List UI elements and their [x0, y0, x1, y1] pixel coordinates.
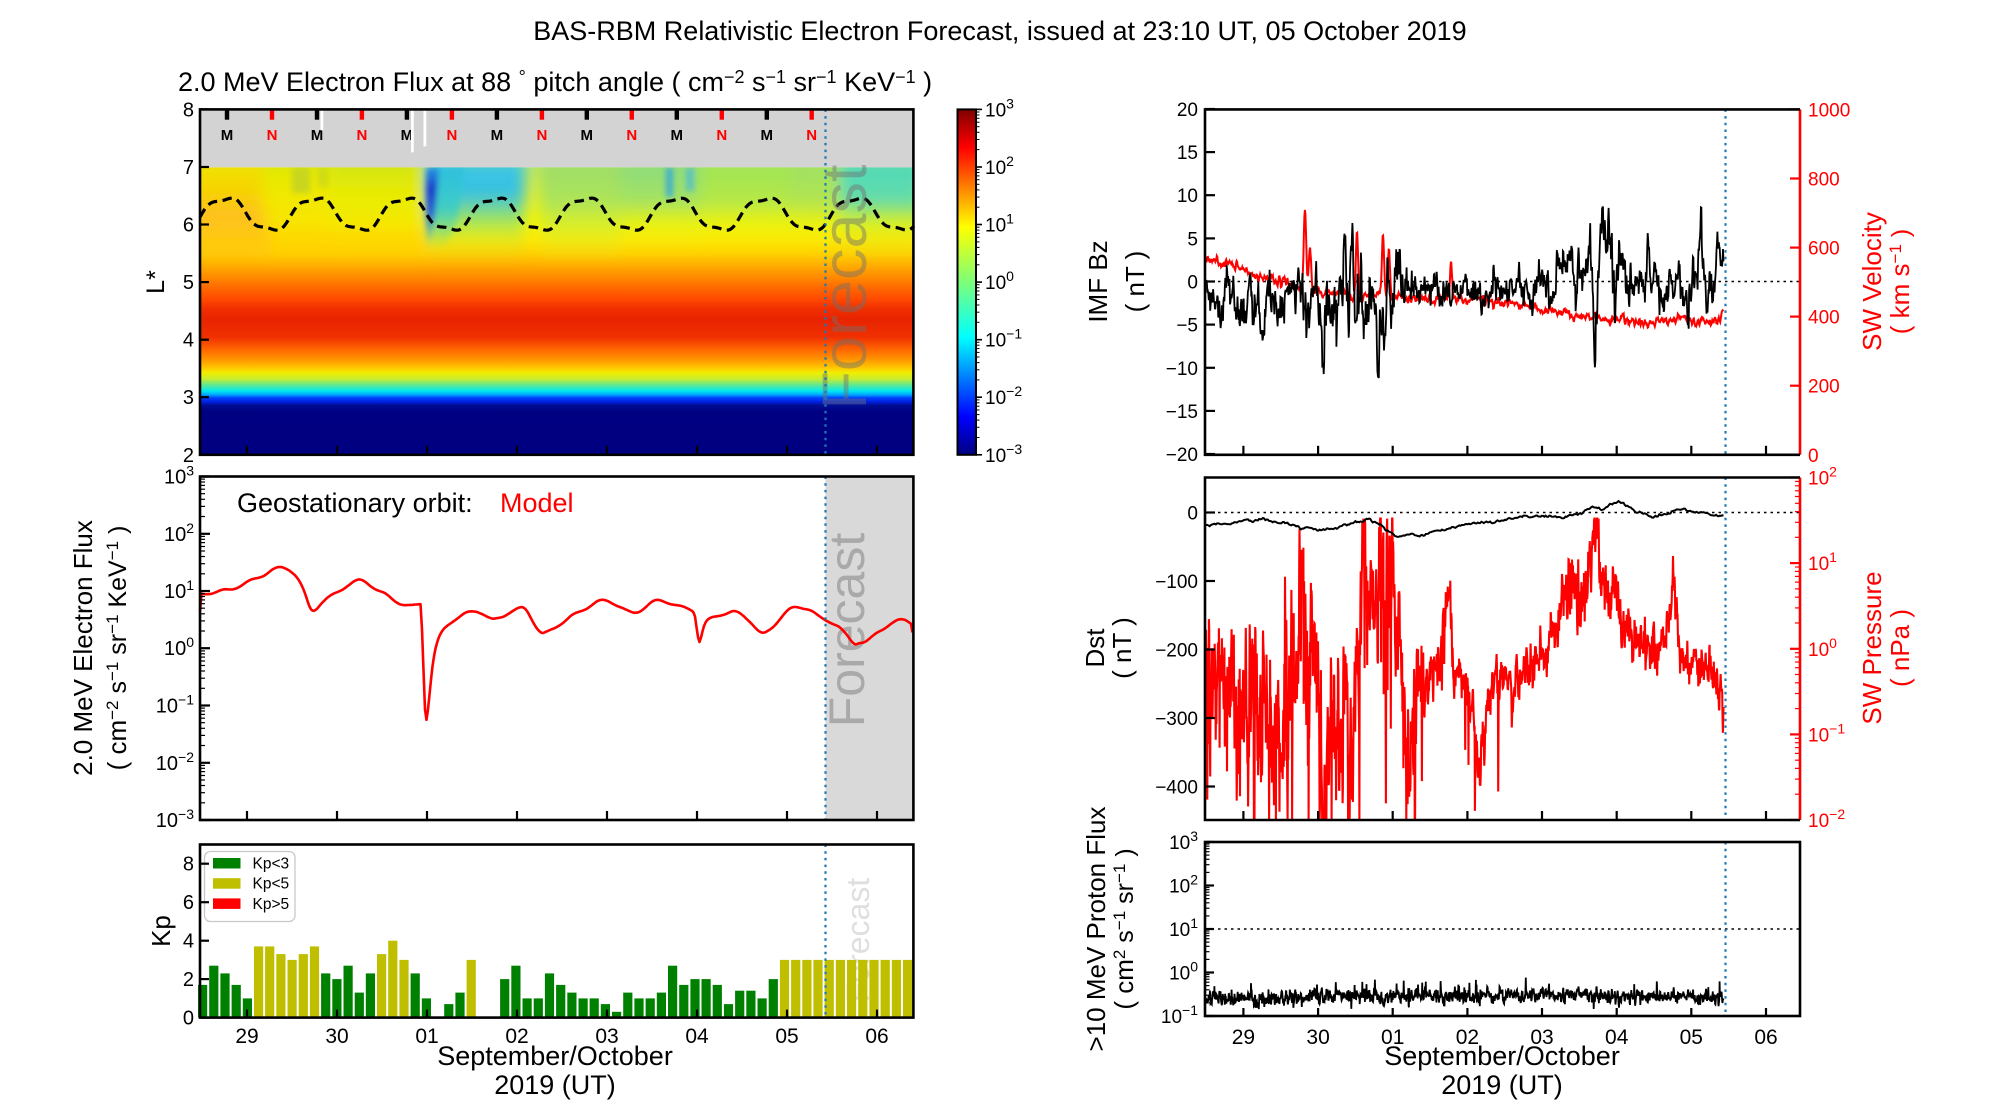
svg-text:03: 03 [595, 1025, 618, 1048]
svg-text:Kp: Kp [146, 915, 176, 947]
svg-text:0: 0 [1808, 446, 1819, 467]
svg-text:Kp>5: Kp>5 [253, 896, 290, 913]
svg-text:03: 03 [1530, 1026, 1553, 1049]
svg-text:4: 4 [183, 330, 194, 352]
svg-text:2019 (UT): 2019 (UT) [1441, 1070, 1563, 1100]
svg-text:( nPa ): ( nPa ) [1885, 609, 1915, 687]
svg-text:N: N [356, 127, 367, 144]
svg-text:−100: −100 [1155, 572, 1198, 593]
svg-text:Geostationary orbit:: Geostationary orbit: [237, 488, 473, 518]
svg-text:2: 2 [183, 445, 194, 467]
svg-text:30: 30 [1306, 1026, 1329, 1049]
svg-text:−20: −20 [1166, 445, 1198, 466]
svg-text:0: 0 [183, 1008, 194, 1030]
svg-text:−5: −5 [1176, 316, 1198, 337]
svg-text:2.0 MeV Electron Flux: 2.0 MeV Electron Flux [68, 520, 98, 776]
svg-text:N: N [626, 127, 637, 144]
svg-text:M: M [581, 127, 594, 144]
svg-text:600: 600 [1808, 239, 1840, 260]
svg-text:M: M [761, 127, 774, 144]
svg-text:M: M [401, 127, 414, 144]
svg-text:7: 7 [183, 157, 194, 179]
svg-text:September/October: September/October [1384, 1041, 1620, 1071]
svg-text:M: M [491, 127, 504, 144]
svg-text:( nT ): ( nT ) [1120, 251, 1150, 313]
svg-text:29: 29 [235, 1025, 258, 1048]
svg-text:Forecast: Forecast [819, 533, 875, 728]
svg-text:M: M [671, 127, 684, 144]
svg-text:800: 800 [1808, 170, 1840, 191]
svg-text:10−3: 10−3 [985, 441, 1022, 467]
svg-text:04: 04 [1605, 1026, 1629, 1049]
svg-text:0: 0 [1187, 273, 1198, 294]
svg-text:Kp<5: Kp<5 [253, 876, 290, 893]
svg-text:0: 0 [1187, 504, 1198, 525]
svg-text:200: 200 [1808, 377, 1840, 398]
svg-text:400: 400 [1808, 308, 1840, 329]
svg-text:6: 6 [183, 215, 194, 237]
svg-text:N: N [446, 127, 457, 144]
svg-text:20: 20 [1177, 100, 1198, 121]
svg-text:( nT ): ( nT ) [1107, 617, 1137, 679]
svg-text:N: N [267, 127, 278, 144]
svg-text:3: 3 [183, 387, 194, 409]
svg-text:29: 29 [1232, 1026, 1255, 1049]
svg-text:05: 05 [1680, 1026, 1703, 1049]
svg-text:10: 10 [1177, 186, 1198, 207]
svg-text:01: 01 [415, 1025, 438, 1048]
svg-text:N: N [536, 127, 547, 144]
svg-text:04: 04 [685, 1025, 709, 1048]
svg-text:SW Pressure: SW Pressure [1857, 571, 1887, 724]
svg-text:4: 4 [183, 931, 194, 953]
svg-text:01: 01 [1381, 1026, 1404, 1049]
svg-text:−200: −200 [1155, 641, 1198, 662]
svg-text:15: 15 [1177, 143, 1198, 164]
svg-text:6: 6 [183, 892, 194, 914]
svg-text:2: 2 [183, 969, 194, 991]
svg-text:06: 06 [865, 1025, 888, 1048]
svg-text:30: 30 [325, 1025, 348, 1048]
svg-text:N: N [806, 127, 817, 144]
svg-text:−10: −10 [1166, 359, 1198, 380]
svg-text:8: 8 [183, 99, 194, 121]
svg-text:1000: 1000 [1808, 100, 1850, 121]
svg-text:Forecast: Forecast [810, 164, 880, 410]
svg-text:N: N [716, 127, 727, 144]
svg-text:Dst: Dst [1080, 628, 1110, 668]
svg-text:( cm−2 s−1 sr−1 KeV−1 ): ( cm−2 s−1 sr−1 KeV−1 ) [102, 526, 132, 771]
svg-text:L*: L* [142, 270, 170, 294]
svg-text:Model: Model [500, 488, 574, 518]
svg-text:02: 02 [1456, 1026, 1479, 1049]
svg-text:02: 02 [505, 1025, 528, 1048]
svg-text:BAS-RBM Relativistic Electron: BAS-RBM Relativistic Electron Forecast, … [533, 16, 1466, 46]
svg-text:Kp<3: Kp<3 [253, 856, 290, 873]
svg-text:5: 5 [183, 272, 194, 294]
svg-text:5: 5 [1187, 229, 1198, 250]
svg-text:SW Velocity: SW Velocity [1857, 212, 1887, 351]
svg-text:−400: −400 [1155, 778, 1198, 799]
svg-text:101: 101 [1169, 915, 1198, 941]
svg-text:2.0 MeV Electron Flux at 88 °: 2.0 MeV Electron Flux at 88 ° pitch angl… [178, 67, 932, 97]
svg-text:M: M [311, 127, 324, 144]
svg-text:05: 05 [775, 1025, 798, 1048]
svg-text:September/October: September/October [437, 1041, 673, 1071]
svg-text:( km s−1 ): ( km s−1 ) [1885, 229, 1915, 334]
svg-text:−300: −300 [1155, 709, 1198, 730]
svg-text:M: M [221, 127, 234, 144]
svg-text:>10 MeV Proton Flux: >10 MeV Proton Flux [1081, 807, 1111, 1052]
svg-text:2019 (UT): 2019 (UT) [494, 1070, 616, 1100]
svg-text:−15: −15 [1166, 402, 1198, 423]
svg-text:06: 06 [1754, 1026, 1777, 1049]
svg-text:8: 8 [183, 854, 194, 876]
svg-text:IMF Bz: IMF Bz [1083, 240, 1113, 322]
